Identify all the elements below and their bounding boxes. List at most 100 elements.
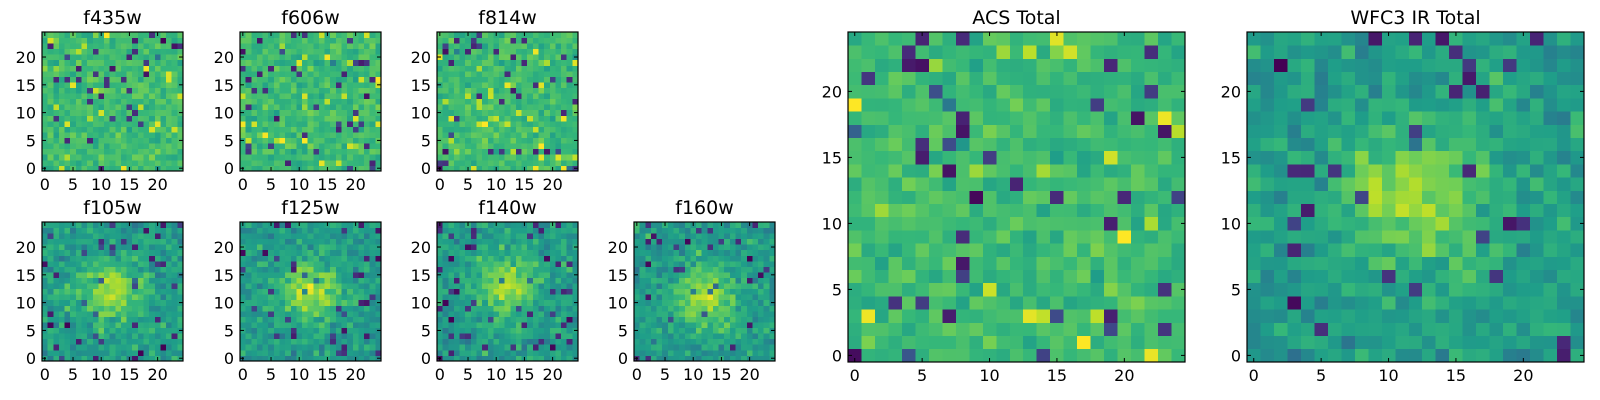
heatmap-cell [42, 159, 49, 166]
heatmap-cell [729, 288, 736, 295]
heatmap-cell [448, 137, 455, 144]
heatmap-cell [330, 48, 337, 55]
heatmap-cell [137, 143, 144, 150]
heatmap-cell [1036, 296, 1051, 310]
heatmap-cell [679, 238, 686, 245]
x-tick-label: 5 [266, 365, 276, 384]
heatmap-cell [290, 316, 297, 323]
heatmap-cell [132, 65, 139, 72]
heatmap-cell [459, 154, 466, 161]
heatmap-cell [335, 159, 342, 166]
heatmap-cell [279, 244, 286, 251]
heatmap-cell [171, 98, 178, 105]
heatmap-cell [741, 288, 748, 295]
heatmap-cell [313, 165, 320, 172]
heatmap-cell [521, 126, 528, 133]
heatmap-cell [741, 338, 748, 345]
heatmap-cell [538, 310, 545, 317]
heatmap-cell [915, 190, 930, 204]
heatmap-cell [42, 333, 49, 340]
heatmap-cell [70, 294, 77, 301]
heatmap-cell [352, 316, 359, 323]
heatmap-cell [171, 154, 178, 161]
heatmap-cell [555, 154, 562, 161]
heatmap-cell [746, 283, 753, 290]
heatmap-cell [143, 37, 150, 44]
heatmap-cell [656, 266, 663, 273]
heatmap-cell [729, 277, 736, 284]
heatmap-cell [81, 98, 88, 105]
heatmap-cell [318, 305, 325, 312]
heatmap-cell [763, 283, 770, 290]
heatmap-cell [504, 283, 511, 290]
heatmap-cell [476, 294, 483, 301]
heatmap-cell [459, 327, 466, 334]
heatmap-cell [132, 299, 139, 306]
heatmap-cell [324, 104, 331, 111]
heatmap-cell [335, 305, 342, 312]
heatmap-cell [240, 70, 247, 77]
heatmap-cell [364, 115, 371, 122]
heatmap-cell [358, 238, 365, 245]
heatmap-cell [358, 148, 365, 155]
heatmap-cell [358, 115, 365, 122]
heatmap-cell [330, 349, 337, 356]
heatmap-cell [712, 349, 719, 356]
heatmap-cell [504, 244, 511, 251]
heatmap-cell [307, 305, 314, 312]
heatmap-cell [482, 37, 489, 44]
heatmap-cell [532, 109, 539, 116]
heatmap-cell [313, 277, 320, 284]
heatmap-cell [1090, 322, 1105, 336]
heatmap-cell [928, 322, 943, 336]
heatmap-cell [1144, 282, 1159, 297]
heatmap-cell [504, 322, 511, 329]
heatmap-cell [465, 338, 472, 345]
heatmap-cell [126, 227, 133, 234]
heatmap-cell [572, 126, 579, 133]
heatmap-cell [149, 299, 156, 306]
heatmap-cell [1171, 256, 1186, 270]
heatmap-cell [115, 283, 122, 290]
heatmap-cell [487, 283, 494, 290]
heatmap-cell [171, 283, 178, 290]
heatmap-cell [476, 344, 483, 351]
heatmap-cell [330, 143, 337, 150]
heatmap-cell [58, 126, 65, 133]
heatmap-cell [109, 32, 116, 38]
heatmap-cell [104, 344, 111, 351]
heatmap-cell [251, 294, 258, 301]
heatmap-cell [149, 249, 156, 256]
heatmap-cell [290, 294, 297, 301]
heatmap-cell [81, 148, 88, 155]
heatmap-cell [58, 87, 65, 94]
heatmap-cell [673, 327, 680, 334]
heatmap-cell [521, 305, 528, 312]
heatmap-cell [318, 48, 325, 55]
heatmap-cell [521, 65, 528, 72]
heatmap-cell [901, 309, 916, 323]
heatmap-cell [256, 238, 263, 245]
heatmap-cell [285, 355, 292, 362]
heatmap-cell [888, 269, 903, 284]
heatmap-cell [154, 59, 161, 66]
heatmap-cell [347, 227, 354, 234]
heatmap-cell [132, 143, 139, 150]
heatmap-cell [268, 338, 275, 345]
heatmap-cell [369, 299, 376, 306]
heatmap-cell [527, 87, 534, 94]
heatmap-cell [724, 344, 731, 351]
heatmap-cell [555, 249, 562, 256]
heatmap-cell [98, 59, 105, 66]
heatmap-cell [262, 115, 269, 122]
heatmap-cell [285, 137, 292, 144]
heatmap-cell [901, 296, 916, 310]
heatmap-cell [942, 309, 957, 323]
heatmap-cell [566, 338, 573, 345]
heatmap-cell [544, 322, 551, 329]
heatmap-cell [177, 98, 184, 105]
heatmap-cell [154, 349, 161, 356]
heatmap-cell [160, 59, 167, 66]
heatmap-cell [126, 260, 133, 267]
heatmap-cell [634, 277, 641, 284]
